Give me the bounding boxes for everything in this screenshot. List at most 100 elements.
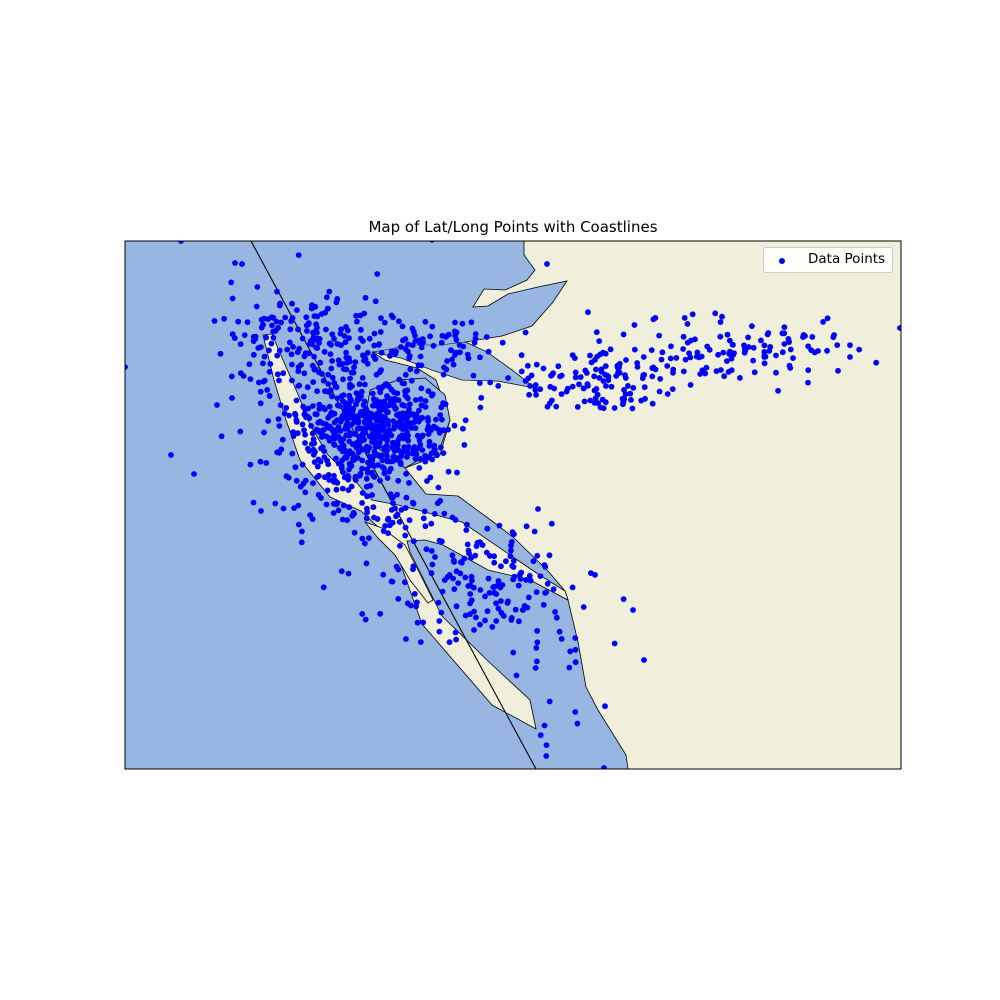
data-point [749,323,755,329]
data-point [453,336,460,343]
data-point [384,409,390,416]
data-point [687,382,694,388]
data-point [382,414,388,421]
data-point [320,584,327,591]
data-point [362,294,369,301]
data-point [333,486,340,493]
data-point [427,333,433,340]
data-point [416,437,423,443]
data-point [557,373,563,380]
data-point [682,356,689,363]
data-point [280,505,287,512]
data-point [410,446,417,453]
data-point [378,315,384,321]
data-point [397,542,403,549]
data-point [546,552,553,559]
data-point [326,477,333,483]
data-point [395,596,402,602]
data-point [436,537,443,544]
data-point [422,398,429,404]
data-point [418,385,425,392]
data-point [429,561,436,568]
data-point [346,335,352,342]
data-point [289,361,295,368]
data-point [335,357,342,364]
data-point [339,469,346,475]
data-point [323,501,330,508]
data-point [457,349,463,356]
data-point [431,442,438,449]
data-point [472,331,479,337]
data-point [293,477,300,484]
data-point [345,414,351,421]
data-point [377,400,384,407]
data-point [596,338,603,344]
data-point [468,573,475,580]
data-point [343,432,350,438]
data-point [388,348,395,355]
data-point [322,433,329,440]
data-point [425,388,432,395]
data-point [364,349,371,356]
data-point [719,313,725,320]
data-point [375,443,382,450]
data-point [382,523,388,529]
data-point [326,288,333,295]
data-point [405,341,411,348]
data-point [359,457,366,464]
data-point [553,614,560,621]
data-point [355,439,361,445]
data-point [325,371,332,378]
data-point [724,331,731,338]
data-point [751,369,758,376]
data-point [508,547,514,554]
data-point [642,395,648,402]
data-point [362,356,369,363]
data-point [408,420,414,426]
data-point [398,416,405,422]
data-point [287,339,293,346]
data-point [405,437,412,444]
data-point [385,422,392,428]
data-point [815,348,821,354]
data-point [289,450,296,457]
data-point [343,359,350,366]
data-point [347,381,353,388]
data-point [495,605,502,612]
data-point [599,396,606,403]
data-point [641,657,647,663]
data-point [805,367,812,374]
data-point [359,375,366,381]
data-point [656,332,663,339]
data-point [820,319,826,325]
data-point [523,523,530,530]
data-point [321,348,328,355]
data-point [260,360,266,367]
data-point [400,435,407,442]
data-point [343,354,350,361]
data-point [689,311,696,318]
data-point [464,521,470,528]
data-point [349,512,356,519]
data-point [580,385,587,392]
data-point [369,492,375,498]
data-point [417,456,424,462]
data-point [303,314,310,321]
data-point [687,354,694,361]
data-point [684,339,691,346]
data-point [471,627,477,633]
data-point [325,381,332,387]
data-point [656,388,663,395]
data-point [658,356,665,363]
data-point [356,381,363,388]
data-point [326,403,333,410]
data-point [571,355,578,361]
data-point [543,742,550,748]
data-point [596,375,603,381]
data-point [343,455,350,461]
data-point [416,465,423,471]
data-point [365,469,371,476]
data-point [530,558,537,565]
data-point [328,365,335,372]
data-point [247,461,254,468]
